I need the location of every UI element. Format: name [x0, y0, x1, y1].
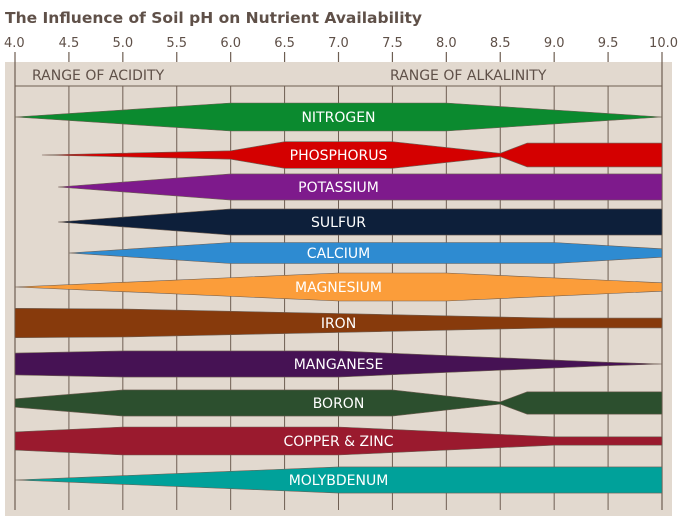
band-label: COPPER & ZINC	[283, 434, 393, 450]
tick-label: 6.0	[220, 36, 241, 51]
tick-label: 8.0	[436, 36, 457, 51]
band-label: MOLYBDENUM	[289, 473, 389, 489]
band-label: IRON	[321, 316, 356, 332]
nutrient-band-phosphorus: PHOSPHORUS	[41, 141, 663, 169]
nutrient-band-nitrogen: NITROGEN	[14, 102, 663, 132]
tick-label: 8.5	[490, 36, 511, 51]
band-label: POTASSIUM	[298, 180, 379, 196]
band-shape	[14, 307, 663, 339]
nutrient-bands: NITROGEN PHOSPHORUS POTASSIUM SULFUR CALCIUM…	[14, 102, 663, 494]
tick-label: 6.5	[274, 36, 295, 51]
tick-label: 7.5	[382, 36, 403, 51]
tick-label: 5.5	[166, 36, 187, 51]
nutrient-band-manganese: MANGANESE	[14, 350, 663, 378]
band-shape	[58, 173, 663, 201]
band-shape	[14, 466, 663, 494]
nutrient-band-magnesium: MAGNESIUM	[14, 272, 663, 302]
nutrient-band-calcium: CALCIUM	[68, 242, 663, 264]
band-label: MAGNESIUM	[295, 280, 382, 296]
band-shape	[14, 102, 663, 132]
nutrient-band-potassium: POTASSIUM	[58, 173, 663, 201]
band-label: SULFUR	[311, 215, 366, 231]
nutrient-band-iron: IRON	[14, 307, 663, 339]
nutrient-band-molybdenum: MOLYBDENUM	[14, 466, 663, 494]
band-shape	[14, 389, 663, 417]
band-shape	[41, 141, 663, 169]
band-shape	[68, 242, 663, 264]
chart-title: The Influence of Soil pH on Nutrient Ava…	[5, 9, 422, 27]
range-alkalinity-label: RANGE OF ALKALINITY	[390, 68, 547, 84]
tick-label: 4.0	[4, 36, 25, 51]
band-label: BORON	[313, 396, 365, 412]
tick-label: 10.0	[649, 36, 678, 51]
band-label: MANGANESE	[294, 357, 384, 373]
band-label: PHOSPHORUS	[290, 148, 388, 164]
band-label: NITROGEN	[301, 110, 375, 126]
band-label: CALCIUM	[307, 246, 370, 262]
tick-label: 5.0	[112, 36, 133, 51]
nutrient-band-copper-zinc: COPPER & ZINC	[14, 426, 663, 456]
nutrient-band-sulfur: SULFUR	[58, 208, 663, 236]
band-shape	[58, 208, 663, 236]
nutrient-band-boron: BORON	[14, 389, 663, 417]
band-shape	[14, 426, 663, 456]
band-shape	[14, 350, 663, 378]
ph-axis: 4.0 4.5 5.0 5.5 6.0 6.5 7.0 7.5 8.0 8.5 9.0 9.5 10.0	[4, 36, 678, 510]
tick-label: 9.0	[544, 36, 565, 51]
tick-label: 4.5	[59, 36, 80, 51]
tick-label: 9.5	[598, 36, 619, 51]
tick-label: 7.0	[328, 36, 349, 51]
range-acidity-label: RANGE OF ACIDITY	[32, 68, 165, 84]
band-shape	[14, 272, 663, 302]
